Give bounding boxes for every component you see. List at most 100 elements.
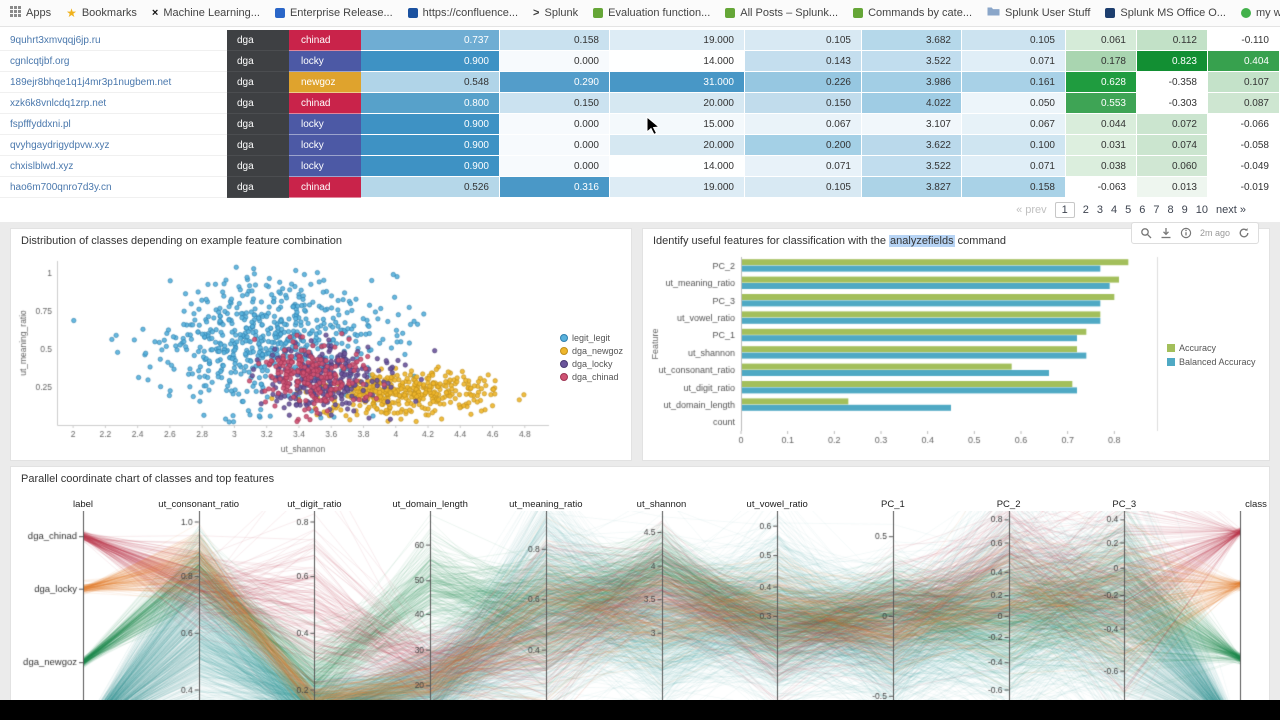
heatmap-cell: 0.000 <box>500 135 610 156</box>
pagination: « prev 1 2 3 4 5 6 7 8 9 10 next » <box>0 198 1280 222</box>
parallel-axis-labels: label ut_consonant_ratio ut_digit_ratio ut_… <box>11 499 1269 511</box>
bookmark-item[interactable]: > Splunk <box>533 7 578 19</box>
legend-item[interactable]: dga_newgoz <box>560 346 623 356</box>
bookmark-item[interactable]: Commands by cate... <box>853 7 972 19</box>
favicon-icon <box>853 8 864 18</box>
heatmap-cell: 0.226 <box>745 72 862 93</box>
heatmap-cell: 31.000 <box>610 72 745 93</box>
heatmap-cell: 20.000 <box>610 135 745 156</box>
legend-item[interactable]: Balanced Accuracy <box>1167 357 1256 367</box>
heatmap-cell: 3.986 <box>862 72 962 93</box>
domain-link[interactable]: fspfffyddxni.pl <box>0 114 227 135</box>
domain-link[interactable]: hao6m700qnro7d3y.cn <box>0 177 227 198</box>
heatmap-cell: 15.000 <box>610 114 745 135</box>
domain-link[interactable]: qvyhgaydrigydpvw.xyz <box>0 135 227 156</box>
pagination-page-4[interactable]: 4 <box>1111 204 1118 216</box>
bookmark-item[interactable]: ★ Bookmarks <box>66 7 137 19</box>
bookmark-label: Splunk MS Office O... <box>1120 7 1226 19</box>
heatmap-cell: 0.105 <box>962 30 1066 51</box>
heatmap-cell: 3.522 <box>862 51 962 72</box>
bookmark-item[interactable]: Splunk MS Office O... <box>1105 7 1226 19</box>
pagination-next[interactable]: next » <box>1216 204 1246 216</box>
legend-label: dga_locky <box>572 359 613 369</box>
bookmark-item[interactable]: Apps <box>10 6 51 20</box>
favicon-icon <box>593 8 604 18</box>
domain-link[interactable]: 189ejr8bhqe1q1j4mr3p1nugbem.net <box>0 72 227 93</box>
title-text-before: Identify useful features for classificat… <box>653 235 890 247</box>
legend-item[interactable]: Accuracy <box>1167 343 1256 353</box>
search-icon[interactable] <box>1140 227 1152 239</box>
pagination-page-1[interactable]: 1 <box>1054 202 1075 218</box>
pagination-page-5[interactable]: 5 <box>1125 204 1132 216</box>
legend-item[interactable]: legit_legit <box>560 333 623 343</box>
heatmap-cell: 19.000 <box>610 177 745 198</box>
domain-link[interactable]: cgnlcqtjbf.org <box>0 51 227 72</box>
domain-link[interactable]: xzk6k8vnlcdq1zrp.net <box>0 93 227 114</box>
bookmark-item[interactable]: × Machine Learning... <box>152 7 260 19</box>
bookmark-label: my webex room <box>1255 7 1280 19</box>
heatmap-cell: -0.303 <box>1137 93 1208 114</box>
analyzefields-panel-title: Identify useful features for classificat… <box>653 235 1006 247</box>
pagination-page-10[interactable]: 10 <box>1195 204 1209 216</box>
pagination-page-3[interactable]: 3 <box>1096 204 1104 216</box>
pagination-page-7[interactable]: 7 <box>1153 204 1160 216</box>
dga-type-cell: dga <box>227 30 289 51</box>
table-row: fspfffyddxni.pl dga locky 0.900 0.000 15.000 0… <box>0 114 1280 135</box>
pagination-page-6[interactable]: 6 <box>1139 204 1146 216</box>
bookmark-item[interactable]: my webex room <box>1240 7 1280 19</box>
bookmark-item[interactable]: All Posts – Splunk... <box>725 7 838 19</box>
bookmark-label: Bookmarks <box>81 7 137 19</box>
favicon-circle-icon <box>1240 8 1251 18</box>
download-icon[interactable] <box>1160 227 1172 239</box>
domain-link[interactable]: chxislblwd.xyz <box>0 156 227 177</box>
heatmap-cell: 0.031 <box>1066 135 1137 156</box>
legend-label: dga_newgoz <box>572 346 624 356</box>
panel-toolbar: 2m ago <box>1130 222 1259 244</box>
bookmark-label: Enterprise Release... <box>289 7 393 19</box>
legend-swatch-icon <box>1167 344 1175 352</box>
pagination-page-2[interactable]: 2 <box>1082 204 1089 216</box>
heatmap-cell: 0.013 <box>1137 177 1208 198</box>
table-row: qvyhgaydrigydpvw.xyz dga locky 0.900 0.000 20… <box>0 135 1280 156</box>
table-row: chxislblwd.xyz dga locky 0.900 0.000 14.000 0.… <box>0 156 1280 177</box>
dga-type-cell: dga <box>227 114 289 135</box>
letterbox-bar <box>0 700 1280 720</box>
parallel-axis-label: ut_shannon <box>636 499 687 510</box>
parallel-coordinates-chart[interactable] <box>11 511 1269 719</box>
heatmap-cell: -0.058 <box>1208 135 1280 156</box>
legend-item[interactable]: dga_locky <box>560 359 623 369</box>
legend-swatch-icon <box>1167 358 1175 366</box>
class-badge-cell: locky <box>289 51 361 72</box>
heatmap-cell: -0.358 <box>1137 72 1208 93</box>
legend-swatch-icon <box>560 373 568 381</box>
parallel-axis-label: ut_vowel_ratio <box>746 499 808 510</box>
bookmark-item[interactable]: https://confluence... <box>407 7 518 19</box>
parallel-axis-label: ut_digit_ratio <box>287 499 342 510</box>
heatmap-cell: 0.060 <box>1137 156 1208 177</box>
heatmap-cell: 0.161 <box>962 72 1066 93</box>
dga-type-cell: dga <box>227 51 289 72</box>
heatmap-cell: 14.000 <box>610 51 745 72</box>
pagination-page-9[interactable]: 9 <box>1181 204 1188 216</box>
refresh-icon[interactable] <box>1238 227 1250 239</box>
bookmark-item[interactable]: Evaluation function... <box>593 7 710 19</box>
refresh-timestamp: 2m ago <box>1199 228 1230 238</box>
analyzefields-bar-chart[interactable] <box>649 253 1161 455</box>
pagination-prev[interactable]: « prev <box>1016 204 1047 216</box>
bookmark-item[interactable]: Enterprise Release... <box>274 7 393 19</box>
apps-grid-icon <box>10 6 21 20</box>
class-distribution-scatter-chart[interactable] <box>17 253 557 455</box>
heatmap-cell: 0.737 <box>361 30 500 51</box>
heatmap-cell: 0.071 <box>962 51 1066 72</box>
pagination-page-8[interactable]: 8 <box>1167 204 1174 216</box>
heatmap-cell: 0.071 <box>745 156 862 177</box>
class-badge-cell: newgoz <box>289 72 361 93</box>
info-icon[interactable] <box>1180 227 1192 239</box>
heatmap-cell: 0.900 <box>361 156 500 177</box>
parallel-axis-label: PC_3 <box>1112 499 1137 510</box>
bookmark-item[interactable]: Splunk User Stuff <box>987 6 1090 20</box>
legend-item[interactable]: dga_chinad <box>560 372 623 382</box>
dga-type-cell: dga <box>227 135 289 156</box>
domain-link[interactable]: 9quhrt3xmvqqj6jp.ru <box>0 30 227 51</box>
heatmap-cell: 0.178 <box>1066 51 1137 72</box>
